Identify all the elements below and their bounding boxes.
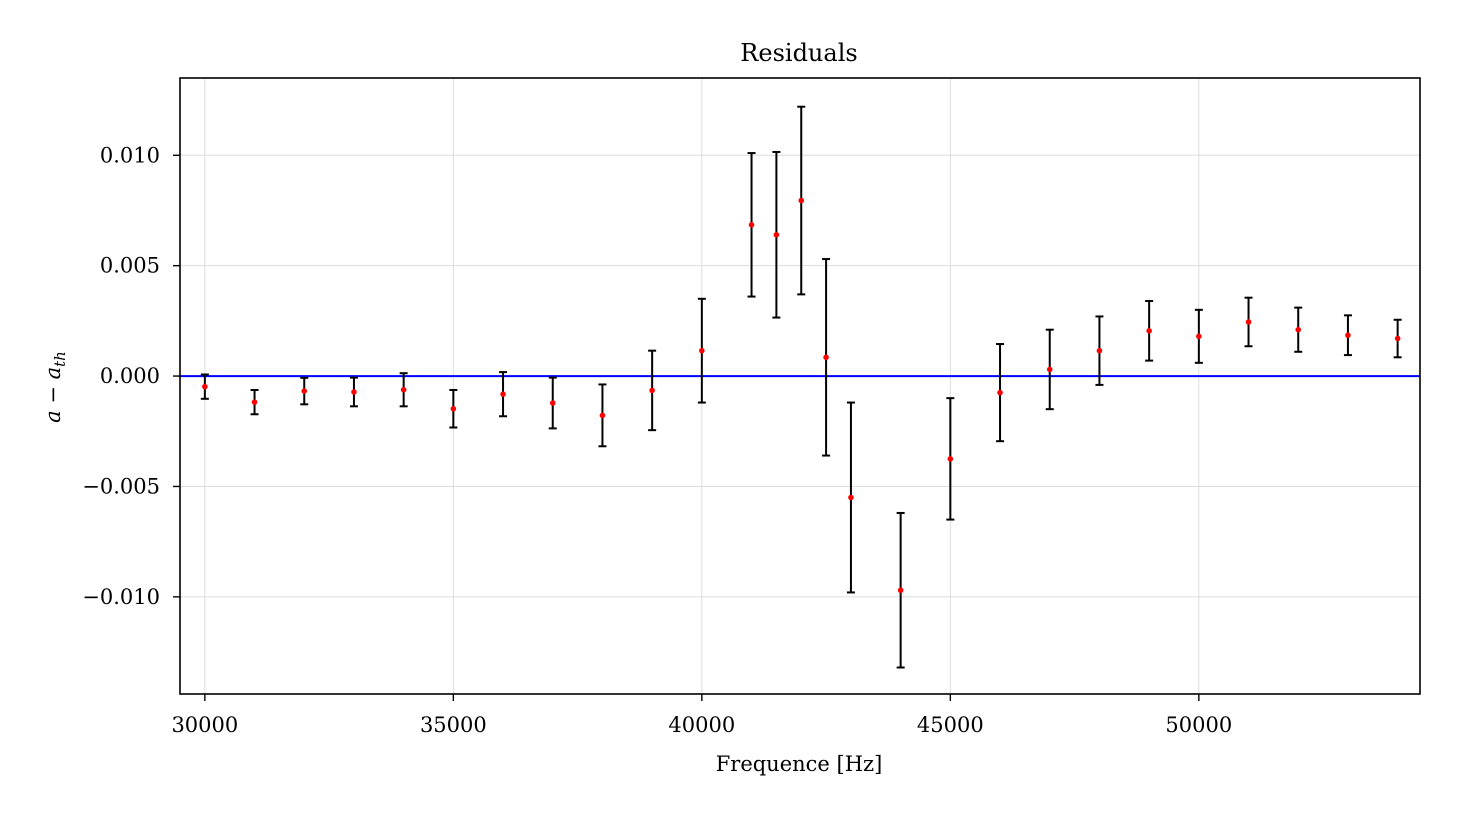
plot-frame <box>179 77 1421 695</box>
chart-title: Residuals <box>740 39 857 67</box>
y-tick-label: −0.005 <box>82 474 160 498</box>
data-point <box>202 383 208 390</box>
data-point <box>1146 328 1152 334</box>
data-point <box>1046 366 1053 373</box>
x-axis-ticks: 30000 35000 40000 45000 50000 <box>171 694 1232 737</box>
data-point <box>1196 333 1202 340</box>
data-point <box>400 386 407 393</box>
y-axis-label-subscript: th <box>51 351 69 367</box>
x-tick-label: 50000 <box>1165 713 1232 737</box>
y-axis-label-main: a − a <box>41 367 65 423</box>
data-point <box>500 391 506 397</box>
y-axis-label: a − ath <box>41 351 69 423</box>
data-point <box>1295 326 1302 333</box>
x-axis-label: Frequence [Hz] <box>716 752 883 776</box>
x-tick-label: 30000 <box>171 713 238 737</box>
data-point <box>351 389 357 395</box>
data-point <box>773 231 780 238</box>
data-point <box>947 456 954 462</box>
data-point <box>823 354 829 361</box>
x-tick-label: 35000 <box>420 713 487 737</box>
data-point <box>1345 332 1351 339</box>
data-point <box>699 347 705 354</box>
data-point <box>748 222 755 228</box>
data-point <box>549 400 556 406</box>
data-point <box>897 587 904 594</box>
data-points <box>202 197 1401 594</box>
data-point <box>1394 335 1401 342</box>
y-tick-label: 0.010 <box>100 143 160 167</box>
data-point <box>1245 319 1252 325</box>
data-point <box>997 389 1003 396</box>
data-point <box>798 197 805 204</box>
data-point <box>251 399 258 405</box>
grid <box>180 78 1420 694</box>
data-point <box>301 388 308 394</box>
data-point <box>848 494 854 501</box>
data-point <box>450 405 457 412</box>
y-tick-label: −0.010 <box>82 585 160 609</box>
y-tick-label: 0.005 <box>100 254 160 278</box>
x-tick-label: 40000 <box>668 713 735 737</box>
data-point <box>649 387 655 394</box>
x-tick-label: 45000 <box>917 713 984 737</box>
data-point <box>599 412 606 419</box>
y-axis-ticks: 0.010 0.005 0.000 −0.005 −0.010 <box>82 143 180 609</box>
y-tick-label: 0.000 <box>100 364 160 388</box>
data-point <box>1096 347 1103 354</box>
